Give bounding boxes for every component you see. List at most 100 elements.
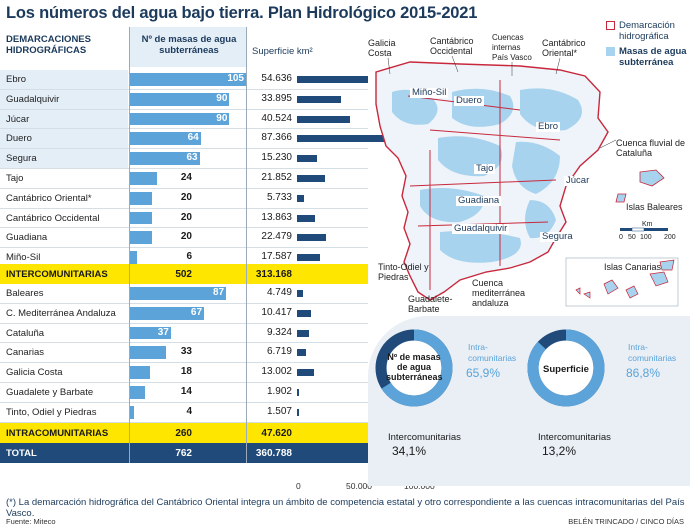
row-divider <box>0 187 368 189</box>
label-cantori: Cantábrico Oriental* <box>542 38 586 58</box>
row-divider <box>0 401 368 403</box>
legend-demarcacion: Demarcación hidrográfica <box>619 20 675 42</box>
masas-bar <box>130 92 230 106</box>
superficie-bar <box>297 95 342 103</box>
row-divider <box>0 247 368 249</box>
row-label: Cataluña <box>6 327 45 339</box>
donut-masas-intra-arc <box>375 329 453 407</box>
row-label: Tajo <box>6 173 24 184</box>
label-tinto: Tinto-Odiel y Piedras <box>378 262 429 282</box>
header-demarcaciones: DEMARCACIONES HIDROGRÁFICAS <box>6 34 91 56</box>
row-label: Canarias <box>6 347 45 359</box>
header-superficie: Superficie km² <box>252 46 313 57</box>
masas-value: 14 <box>180 386 192 397</box>
masas-bar <box>130 191 153 205</box>
donut-superficie-inter-label: Intercomunitarias <box>538 432 611 443</box>
row-divider <box>0 421 368 423</box>
header-band <box>130 27 246 67</box>
superficie-bar <box>297 234 327 242</box>
row-label: Miño-Sil <box>6 252 41 264</box>
masas-bar <box>130 211 153 225</box>
row-label: Baleares <box>6 288 44 299</box>
superficie-bar <box>297 135 411 143</box>
row-label: Cantábrico Occidental <box>6 212 100 224</box>
donut-masas-intra-label: Intra-comunitarias <box>468 342 517 363</box>
masas-value: 105 <box>227 73 244 84</box>
superficie-value: 13.002 <box>261 366 292 378</box>
row-label: Tinto, Odiel y Piedras <box>6 406 97 418</box>
row-label: Guadalete y Barbate <box>6 387 94 398</box>
donut-masas-inter-label: Intercomunitarias <box>388 432 461 443</box>
superficie-value: 5.733 <box>266 191 292 203</box>
superficie-bar <box>297 254 320 262</box>
superficie-bar <box>297 408 299 416</box>
row-label: Cantábrico Oriental* <box>6 192 92 204</box>
masas-value: 20 <box>180 191 192 203</box>
baleares-islands <box>615 169 665 203</box>
row-divider <box>0 108 368 110</box>
masas-value: 37 <box>157 326 169 338</box>
superficie-value: 87.366 <box>261 132 292 144</box>
masas-value: 90 <box>216 112 228 124</box>
label-baleares: Islas Baleares <box>626 202 683 212</box>
donut-masas <box>375 329 453 407</box>
masas-bar <box>130 346 167 360</box>
superficie-bar <box>297 349 306 357</box>
superficie-value: 22.479 <box>261 231 292 243</box>
label-mediterranea: Cuenca mediterránea andaluza <box>472 278 526 308</box>
label-paisvasco: Cuencas internas País Vasco <box>492 33 532 62</box>
masas-value: 20 <box>180 211 192 223</box>
superficie-value: 21.852 <box>261 172 292 183</box>
header-masas: Nº de masas de agua subterráneas <box>141 34 237 56</box>
donut-masas-intra-pct: 65,9% <box>466 366 501 380</box>
row-divider <box>0 207 368 209</box>
label-mino: Miño-Sil <box>410 87 449 98</box>
superficie-value: 15.230 <box>261 152 292 164</box>
scale-tick-50: 50 <box>628 234 636 241</box>
row-divider <box>0 168 368 169</box>
label-galicia: Galicia Costa <box>368 38 396 58</box>
label-canarias: Islas Canarias <box>604 262 662 272</box>
masas-bar <box>130 366 150 379</box>
donut-superficie-inter-pct: 13,2% <box>542 444 577 458</box>
masas-bar <box>130 73 246 86</box>
inter-superficie: 313.168 <box>255 268 292 280</box>
superficie-value: 54.636 <box>261 73 292 84</box>
label-tajo: Tajo <box>474 163 496 174</box>
superficie-bar <box>297 175 326 182</box>
donut-superficie-intra-label: Intra-comunitarias <box>628 342 677 363</box>
row-divider <box>0 302 368 304</box>
superficie-bar <box>297 115 350 123</box>
label-jucar: Júcar <box>564 175 592 186</box>
masas-bar <box>130 251 137 264</box>
masas-value: 6 <box>186 251 192 263</box>
superficie-bar <box>297 290 304 297</box>
label-cantocc: Cantábrico Occidental <box>430 36 474 56</box>
total-row <box>0 443 368 463</box>
row-label: Galicia Costa <box>6 367 63 379</box>
donut-superficie-intra-arc <box>527 329 605 407</box>
superficie-value: 10.417 <box>261 306 292 318</box>
inter-label: INTERCOMUNITARIAS <box>6 268 108 280</box>
inter-masas: 502 <box>175 268 192 280</box>
donut-superficie-intra-pct: 86,8% <box>626 366 661 380</box>
scale-unit: Km <box>642 221 653 228</box>
page-title: Los números del agua bajo tierra. Plan H… <box>6 4 478 22</box>
masas-value: 33 <box>180 346 192 358</box>
source: Fuente: Miteco <box>6 517 56 526</box>
masas-bar <box>130 326 171 340</box>
axis-tick-0: 0 <box>296 481 301 491</box>
superficie-bar <box>297 194 305 202</box>
superficie-bar <box>297 389 300 396</box>
masas-value: 90 <box>216 92 228 104</box>
superficie-value: 4.749 <box>266 287 292 298</box>
label-segura: Segura <box>540 231 575 242</box>
divider-col2 <box>246 27 247 463</box>
intra-label: INTRACOMUNITARIAS <box>6 427 109 439</box>
masas-value: 24 <box>180 172 192 183</box>
masas-bar <box>130 132 201 146</box>
masas-bar <box>130 172 157 185</box>
legend-masas: Masas de agua subterránea <box>619 46 687 68</box>
label-guadalete: Guadalete-Barbate <box>408 294 453 314</box>
masas-bar <box>130 152 200 165</box>
